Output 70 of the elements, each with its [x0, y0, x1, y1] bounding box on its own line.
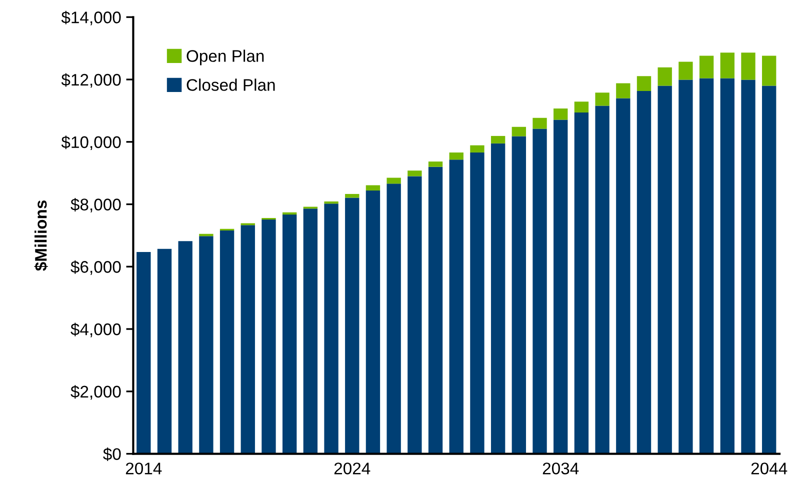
bar [282, 214, 297, 454]
y-tick-label: $6,000 [70, 260, 121, 275]
x-tick-label: 2044 [751, 462, 788, 474]
bar [470, 152, 484, 454]
bar [220, 230, 234, 454]
bar [408, 170, 422, 176]
y-tick-label: $4,000 [70, 322, 121, 338]
bar [554, 120, 568, 454]
x-tick-label: 2024 [334, 462, 370, 474]
bar [616, 83, 630, 98]
bar [157, 248, 172, 454]
bar [720, 78, 734, 454]
y-tick-label: $14,000 [61, 10, 121, 26]
y-axis-title: $Millions [34, 200, 48, 271]
bar [595, 92, 610, 106]
bar [554, 108, 568, 120]
bar [512, 136, 526, 454]
bar [616, 98, 630, 454]
bar [345, 198, 360, 454]
x-tick-label: 2014 [126, 462, 162, 474]
bar [678, 62, 693, 80]
bar [178, 241, 192, 454]
bar [199, 236, 214, 454]
bar [324, 204, 338, 454]
bar [574, 112, 589, 454]
bar [408, 176, 422, 454]
bar [303, 208, 318, 454]
bar [636, 76, 652, 92]
bar [490, 136, 506, 144]
bar [449, 160, 464, 454]
bar [449, 152, 464, 160]
bar [636, 91, 652, 454]
bar [741, 80, 756, 454]
bar [324, 201, 338, 204]
bar [490, 143, 506, 454]
y-tick-label: $8,000 [70, 198, 121, 212]
bar [595, 106, 610, 454]
x-tick-label: 2034 [542, 462, 579, 474]
y-tick-label: $0 [103, 447, 121, 461]
y-tick-label: $10,000 [61, 136, 121, 150]
bar [699, 78, 714, 454]
bar [366, 190, 380, 454]
bar [282, 212, 297, 215]
bar [470, 145, 484, 152]
bar [240, 225, 255, 454]
bar [699, 56, 714, 78]
bar [345, 194, 360, 198]
bar [762, 56, 776, 86]
bar [386, 178, 401, 184]
bar [366, 185, 380, 191]
bar [512, 126, 526, 136]
bar [658, 86, 672, 454]
bar [199, 234, 214, 236]
bar [262, 220, 276, 454]
bar [741, 52, 756, 80]
bar [678, 80, 693, 454]
bar [532, 128, 547, 454]
bar [658, 67, 672, 86]
bar [136, 252, 151, 454]
bar [720, 52, 734, 78]
legend-label: Closed Plan [186, 78, 275, 91]
y-tick-label: $2,000 [70, 385, 121, 400]
bar [532, 118, 547, 129]
legend-label: Open Plan [186, 50, 264, 66]
bar [574, 102, 589, 113]
y-tick-label: $12,000 [61, 73, 121, 88]
bar [428, 162, 443, 167]
bar [762, 86, 776, 454]
bar [386, 184, 401, 454]
bar [428, 166, 443, 454]
